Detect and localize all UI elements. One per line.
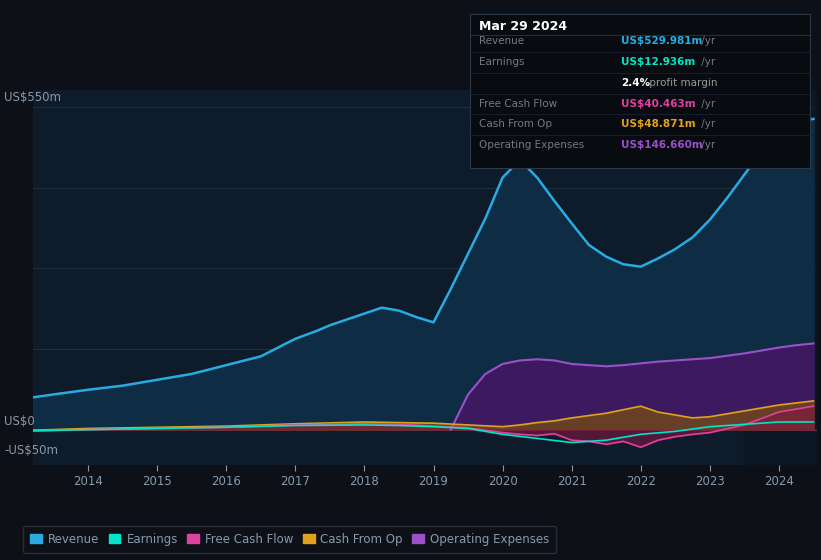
Text: /yr: /yr	[698, 99, 715, 109]
Text: US$12.936m: US$12.936m	[621, 57, 695, 67]
Text: Operating Expenses: Operating Expenses	[479, 140, 585, 150]
Text: Cash From Op: Cash From Op	[479, 119, 553, 129]
Text: /yr: /yr	[698, 57, 715, 67]
Bar	[745, 90, 817, 465]
Text: Mar 29 2024: Mar 29 2024	[479, 20, 567, 33]
Text: US$48.871m: US$48.871m	[621, 119, 696, 129]
Text: US$146.660m: US$146.660m	[621, 140, 704, 150]
Text: /yr: /yr	[698, 36, 715, 46]
Text: US$529.981m: US$529.981m	[621, 36, 703, 46]
Text: Revenue: Revenue	[479, 36, 525, 46]
Text: -US$50m: -US$50m	[4, 444, 58, 458]
Text: profit margin: profit margin	[646, 78, 718, 88]
Text: US$0: US$0	[4, 415, 34, 428]
Text: /yr: /yr	[698, 140, 715, 150]
Text: Earnings: Earnings	[479, 57, 525, 67]
Text: US$550m: US$550m	[4, 91, 61, 104]
Text: Free Cash Flow: Free Cash Flow	[479, 99, 557, 109]
Text: /yr: /yr	[698, 119, 715, 129]
Text: US$40.463m: US$40.463m	[621, 99, 696, 109]
Text: 2.4%: 2.4%	[621, 78, 650, 88]
Legend: Revenue, Earnings, Free Cash Flow, Cash From Op, Operating Expenses: Revenue, Earnings, Free Cash Flow, Cash …	[23, 525, 557, 553]
